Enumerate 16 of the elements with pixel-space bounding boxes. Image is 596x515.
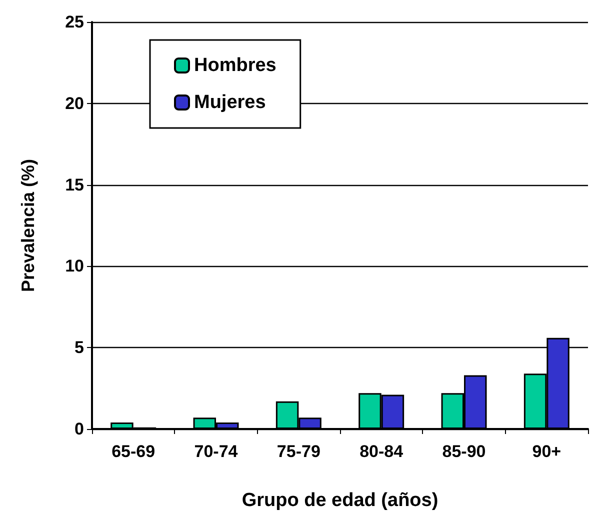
x-tick-label: 85-90 (442, 442, 486, 461)
x-tick-label: 65-69 (112, 442, 156, 461)
x-tick-label: 90+ (532, 442, 562, 461)
legend-label: Hombres (194, 55, 276, 76)
y-axis-title: Prevalencia (%) (18, 158, 38, 292)
x-axis-title: Grupo de edad (años) (242, 490, 438, 511)
y-tick-label: 5 (74, 338, 84, 358)
x-tick-label: 80-84 (360, 442, 404, 461)
y-tick-label: 10 (65, 256, 84, 276)
y-tick-label: 25 (65, 12, 84, 32)
x-tick-label: 75-79 (276, 442, 320, 461)
y-tick-label: 15 (65, 175, 84, 194)
legend-label: Mujeres (194, 92, 266, 113)
y-tick-label: 0 (74, 420, 84, 438)
x-tick-label: 70-74 (194, 442, 238, 461)
y-tick-label: 20 (65, 94, 84, 113)
